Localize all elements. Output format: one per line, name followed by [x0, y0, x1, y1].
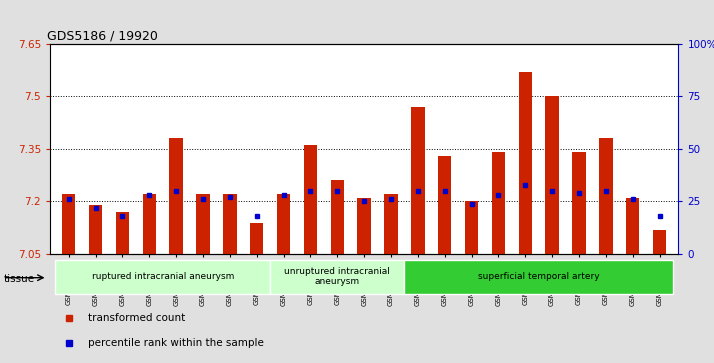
Bar: [626, 198, 639, 254]
Bar: [438, 156, 451, 254]
Bar: [492, 152, 505, 254]
Bar: [62, 195, 76, 254]
Bar: [331, 180, 344, 254]
Text: tissue: tissue: [4, 274, 35, 284]
Text: superficial temporal artery: superficial temporal artery: [478, 272, 600, 281]
Text: GDS5186 / 19920: GDS5186 / 19920: [47, 29, 158, 42]
Bar: [303, 145, 317, 254]
Text: ruptured intracranial aneurysm: ruptured intracranial aneurysm: [91, 272, 234, 281]
Bar: [169, 138, 183, 254]
Bar: [358, 198, 371, 254]
Bar: [384, 195, 398, 254]
Bar: [56, 260, 270, 294]
Bar: [270, 260, 404, 294]
Bar: [404, 260, 673, 294]
Text: percentile rank within the sample: percentile rank within the sample: [88, 338, 263, 348]
Bar: [196, 195, 210, 254]
Bar: [411, 107, 425, 254]
Text: transformed count: transformed count: [88, 313, 185, 323]
Bar: [465, 201, 478, 254]
Bar: [545, 96, 559, 254]
Bar: [518, 72, 532, 254]
Bar: [277, 195, 291, 254]
Bar: [223, 195, 236, 254]
Bar: [89, 205, 102, 254]
Text: unruptured intracranial
aneurysm: unruptured intracranial aneurysm: [284, 267, 391, 286]
Bar: [143, 195, 156, 254]
Bar: [653, 229, 666, 254]
Bar: [572, 152, 585, 254]
Bar: [250, 223, 263, 254]
Bar: [599, 138, 613, 254]
Bar: [116, 212, 129, 254]
